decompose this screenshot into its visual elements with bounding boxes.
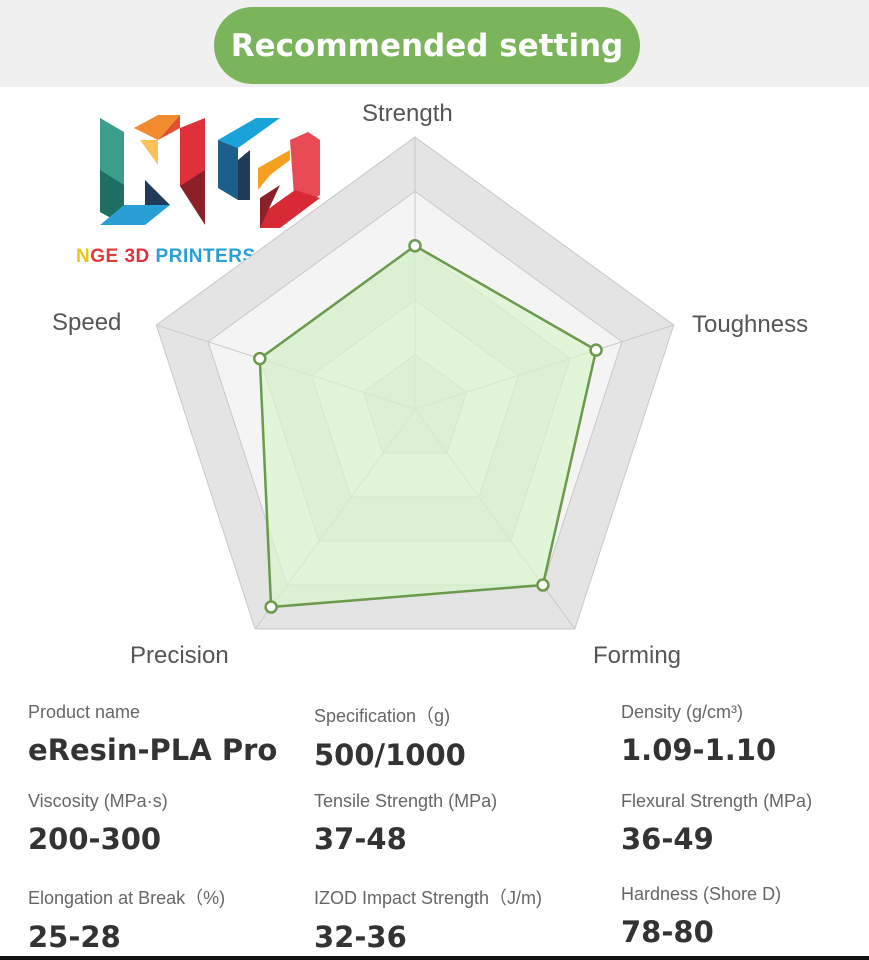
spec-item: Specification（g) 500/1000 (314, 702, 466, 772)
spec-value: 32-36 (314, 920, 407, 954)
spec-item: Viscosity (MPa·s) 200-300 (28, 791, 168, 856)
spec-label: Product name (28, 702, 141, 722)
spec-value: 25-28 (28, 920, 121, 954)
spec-item: Tensile Strength (MPa) 37-48 (314, 791, 497, 856)
spec-label: Viscosity (MPa·s) (28, 791, 168, 811)
spec-label: Hardness (Shore D) (621, 884, 782, 904)
radar-data-point (589, 343, 603, 357)
radar-data-point (264, 600, 278, 614)
spec-value: 37-48 (314, 822, 407, 856)
spec-value: eResin-PLA Pro (28, 733, 278, 767)
axis-label-speed: Speed (52, 309, 122, 336)
spec-value: 200-300 (28, 822, 162, 856)
spec-item: Hardness (Shore D) 78-80 (621, 884, 781, 949)
spec-value: 1.09-1.10 (621, 733, 777, 767)
radar-series-area (258, 244, 598, 609)
spec-label: IZOD Impact Strength（J/m) (314, 888, 543, 908)
spec-item: Elongation at Break（%) 25-28 (28, 884, 225, 954)
banner-title: Recommended setting (230, 27, 624, 64)
spec-value: 78-80 (621, 915, 714, 949)
axis-label-toughness: Toughness (692, 311, 809, 338)
spec-value: 500/1000 (314, 738, 466, 772)
spec-item: Density (g/cm³) 1.09-1.10 (621, 702, 776, 767)
spec-item: Product name eResin-PLA Pro (28, 702, 277, 767)
spec-label: Tensile Strength (MPa) (314, 791, 498, 811)
recommended-setting-banner: Recommended setting (214, 7, 640, 84)
spec-item: Flexural Strength (MPa) 36-49 (621, 791, 812, 856)
radar-data-point (536, 578, 550, 592)
bottom-border (0, 956, 869, 960)
spec-label: Flexural Strength (MPa) (621, 791, 813, 811)
radar-data-point (253, 351, 267, 366)
axis-label-forming: Forming (593, 642, 682, 669)
spec-item: IZOD Impact Strength（J/m) 32-36 (314, 884, 542, 954)
spec-label: Density (g/cm³) (621, 702, 744, 722)
spec-label: Elongation at Break（%) (28, 888, 226, 908)
spec-label: Specification（g) (314, 706, 451, 726)
axis-label-precision: Precision (130, 642, 229, 669)
spec-value: 36-49 (621, 822, 714, 856)
radar-data-point (408, 239, 422, 253)
axis-label-strength: Strength (362, 100, 453, 127)
